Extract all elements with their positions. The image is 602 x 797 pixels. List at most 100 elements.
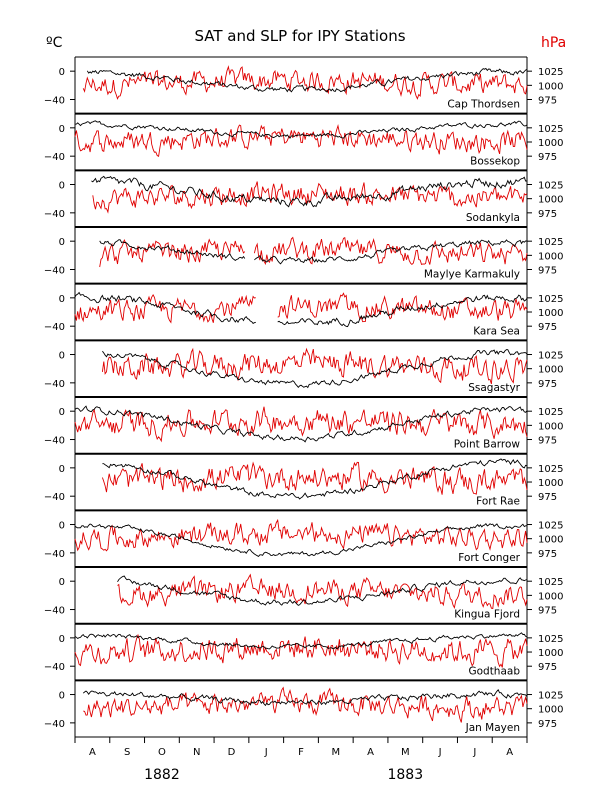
slp-series-line (74, 406, 528, 443)
right-tick-label: 975 (538, 322, 557, 333)
station-label: Sodankyla (466, 212, 520, 224)
sat-series-line (102, 349, 528, 389)
station-label: Maylye Karmakuly (424, 269, 520, 281)
month-label: J (264, 747, 268, 758)
right-tick-label: 1000 (538, 421, 563, 432)
right-tick-label: 1000 (538, 308, 563, 319)
left-tick-label: 0 (59, 351, 65, 362)
right-tick-label: 1025 (538, 577, 563, 588)
left-axis-unit: ºC (46, 35, 63, 51)
left-tick-label: 0 (59, 67, 65, 78)
right-tick-label: 1025 (538, 407, 563, 418)
month-label: M (331, 747, 340, 758)
slp-series-line (99, 238, 246, 268)
left-tick-label: −40 (44, 152, 65, 163)
sat-series-line (74, 632, 528, 650)
slp-series-line (101, 461, 528, 495)
right-tick-label: 1025 (538, 351, 563, 362)
right-tick-label: 1000 (538, 81, 563, 92)
left-tick-label: 0 (59, 691, 65, 702)
left-tick-label: −40 (44, 492, 65, 503)
right-tick-label: 975 (538, 606, 557, 617)
station-label: Fort Conger (458, 552, 520, 564)
left-tick-label: −40 (44, 606, 65, 617)
station-label: Cap Thordsen (447, 99, 520, 111)
sat-series-line (254, 239, 528, 265)
left-tick-label: 0 (59, 407, 65, 418)
left-tick-label: 0 (59, 237, 65, 248)
chart-title: SAT and SLP for IPY Stations (194, 27, 405, 45)
sat-series-line (86, 67, 528, 93)
slp-series-line (83, 686, 528, 723)
station-panel: 0 −40 1025 1000 975 Sodankyla (44, 169, 563, 228)
slp-series-line (277, 292, 528, 323)
right-tick-label: 975 (538, 719, 557, 730)
left-tick-label: −40 (44, 209, 65, 220)
station-panel: 0 −40 1025 1000 975 Fort Rae (44, 452, 563, 511)
right-tick-label: 1000 (538, 365, 563, 376)
month-label: A (89, 747, 96, 758)
right-tick-label: 975 (538, 266, 557, 277)
slp-series-line (117, 573, 528, 610)
left-tick-label: −40 (44, 662, 65, 673)
station-panels: 0 −40 1025 1000 975 Cap Thordsen 0 −40 1025 1000 9… (44, 56, 563, 738)
month-label: S (124, 747, 130, 758)
right-tick-label: 1000 (538, 648, 563, 659)
sat-series-line (102, 458, 528, 500)
right-tick-label: 975 (538, 436, 557, 447)
year-label: 1882 (144, 767, 180, 783)
left-tick-label: 0 (59, 124, 65, 135)
right-tick-label: 975 (538, 379, 557, 390)
right-tick-label: 1000 (538, 251, 563, 262)
slp-series-line (74, 293, 256, 324)
month-label: N (193, 747, 200, 758)
left-tick-label: 0 (59, 464, 65, 475)
right-tick-label: 1000 (538, 478, 563, 489)
station-panel: 0 −40 1025 1000 975 Point Barrow (44, 396, 563, 454)
sat-series-line (74, 405, 528, 443)
station-panel: 0 −40 1025 1000 975 Fort Conger (44, 509, 563, 568)
year-label: 1883 (387, 767, 423, 783)
month-label: D (228, 747, 236, 758)
right-axis-unit: hPa (541, 35, 566, 51)
left-tick-label: 0 (59, 577, 65, 588)
station-label: Kingua Fjord (454, 609, 520, 621)
month-label: F (298, 747, 304, 758)
left-tick-label: −40 (44, 719, 65, 730)
left-tick-label: 0 (59, 181, 65, 192)
station-label: Jan Mayen (465, 722, 520, 734)
left-tick-label: −40 (44, 549, 65, 560)
right-tick-label: 1025 (538, 237, 563, 248)
right-tick-label: 975 (538, 662, 557, 673)
sat-series-line (91, 175, 527, 208)
left-tick-label: −40 (44, 379, 65, 390)
station-panel: 0 −40 1025 1000 975 Maylye Karmakuly (44, 226, 563, 284)
right-tick-label: 975 (538, 492, 557, 503)
station-panel: 0 −40 1025 1000 975 Jan Mayen (44, 679, 563, 738)
sat-series-line (74, 291, 256, 324)
right-tick-label: 1000 (538, 195, 563, 206)
left-tick-label: −40 (44, 436, 65, 447)
month-label: A (367, 747, 374, 758)
station-label: Bossekop (470, 155, 520, 167)
right-tick-label: 1000 (538, 535, 563, 546)
slp-series-line (101, 347, 528, 385)
month-label: A (506, 747, 513, 758)
sat-series-line (277, 294, 528, 328)
left-tick-label: −40 (44, 322, 65, 333)
right-tick-label: 1025 (538, 521, 563, 532)
station-panel: 0 −40 1025 1000 975 Godthaab (44, 622, 563, 681)
sat-series-line (74, 120, 528, 139)
slp-series-line (82, 65, 528, 100)
month-label: J (438, 747, 442, 758)
right-tick-label: 1025 (538, 67, 563, 78)
right-tick-label: 1025 (538, 294, 563, 305)
left-tick-label: −40 (44, 266, 65, 277)
slp-series-line (253, 236, 528, 266)
right-tick-label: 1025 (538, 181, 563, 192)
time-axis: A S O N D J F M A M J J A 1882 1883 (74, 736, 528, 783)
right-tick-label: 1025 (538, 124, 563, 135)
sat-series-line (82, 688, 528, 707)
slp-series-line (74, 518, 528, 552)
